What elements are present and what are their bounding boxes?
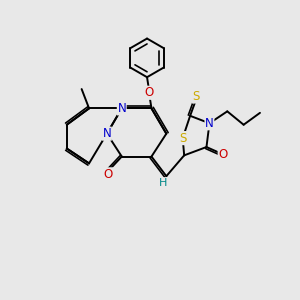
Text: O: O [145,86,154,99]
Text: H: H [159,178,168,188]
Text: O: O [104,168,113,181]
Text: N: N [117,102,126,115]
Text: N: N [205,117,214,130]
Text: S: S [179,132,186,145]
Text: O: O [218,148,227,161]
Text: N: N [103,127,111,140]
Text: S: S [192,90,200,103]
